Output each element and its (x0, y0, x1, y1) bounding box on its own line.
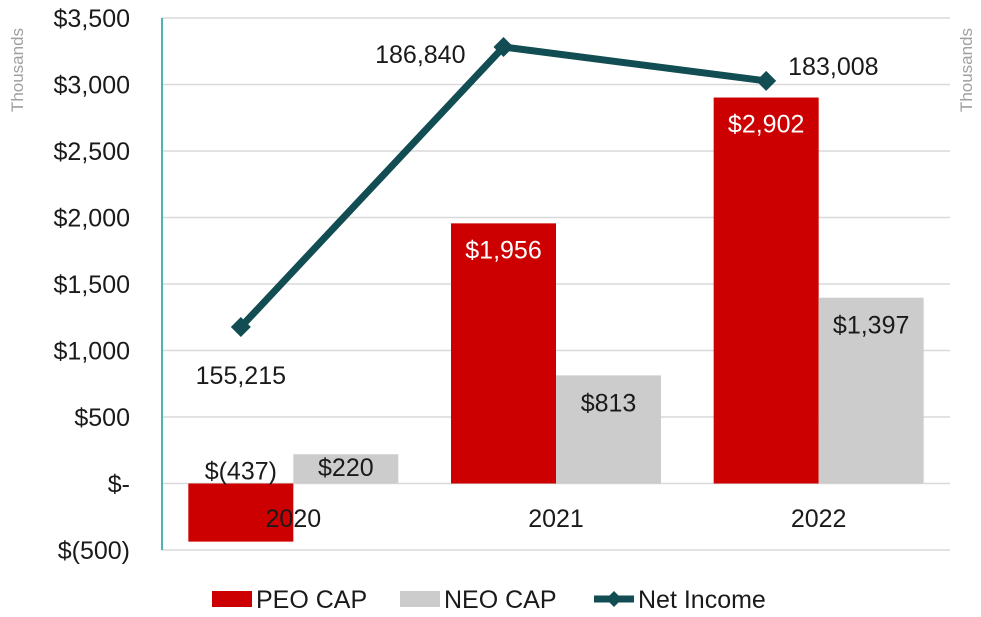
legend-item: Net Income (594, 586, 766, 614)
legend-marker (606, 591, 622, 607)
y-tick-label: $3,000 (54, 72, 130, 100)
net-income-marker (493, 37, 514, 57)
y-tick-label: $(500) (58, 537, 130, 565)
y-tick-label: $1,000 (54, 338, 130, 366)
y-tick-label: $1,500 (54, 271, 130, 299)
y-tick-label: $- (108, 471, 130, 499)
legend: PEO CAP NEO CAP Net Income (212, 586, 766, 614)
x-tick-label: 2020 (266, 505, 322, 533)
x-tick-label: 2022 (791, 505, 847, 533)
legend-label: Net Income (638, 586, 766, 614)
y-tick-label: $500 (74, 404, 130, 432)
neo-cap-bar (818, 297, 924, 484)
y-tick-labels: $(500) $- $500 $1,000 $1,500 $2,000 $2,500 $3,0… (54, 5, 130, 565)
net-income-line (230, 37, 777, 337)
legend-label: PEO CAP (256, 586, 367, 614)
peo-cap-bar (451, 223, 556, 484)
net-income-marker (230, 317, 251, 337)
y-tick-label: $2,000 (54, 205, 130, 233)
y-tick-label: $2,500 (54, 138, 130, 166)
legend-item: PEO CAP (212, 586, 367, 614)
net-income-label: 155,215 (196, 362, 286, 390)
neo-cap-bar (293, 454, 399, 484)
peo-cap-bar (713, 97, 819, 484)
net-income-label: 183,008 (788, 53, 878, 81)
legend-item: NEO CAP (400, 586, 557, 614)
legend-label: NEO CAP (444, 586, 557, 614)
x-tick-label: 2021 (528, 505, 584, 533)
legend-swatch (212, 591, 252, 607)
neo-cap-label: $220 (318, 454, 374, 482)
right-axis-title: Thousands (957, 28, 976, 112)
peo-cap-label: $2,902 (728, 111, 804, 139)
left-axis-title: Thousands (8, 28, 27, 112)
y-tick-label: $3,500 (54, 5, 130, 33)
neo-cap-label: $813 (581, 389, 637, 417)
legend-swatch (400, 591, 440, 607)
net-income-label: 186,840 (375, 41, 465, 69)
peo-cap-label: $1,956 (465, 236, 541, 264)
peo-cap-label: $(437) (205, 458, 277, 486)
peo-cap-bar (188, 483, 294, 542)
neo-cap-bar (556, 375, 661, 484)
data-labels: $(437) $1,956 $2,902 $220 $813 $1,397 155,215 1… (196, 41, 910, 486)
net-income-marker (756, 70, 777, 91)
x-tick-labels: 2020 2021 2022 (266, 505, 847, 533)
bars (188, 97, 924, 542)
neo-cap-label: $1,397 (833, 312, 909, 340)
